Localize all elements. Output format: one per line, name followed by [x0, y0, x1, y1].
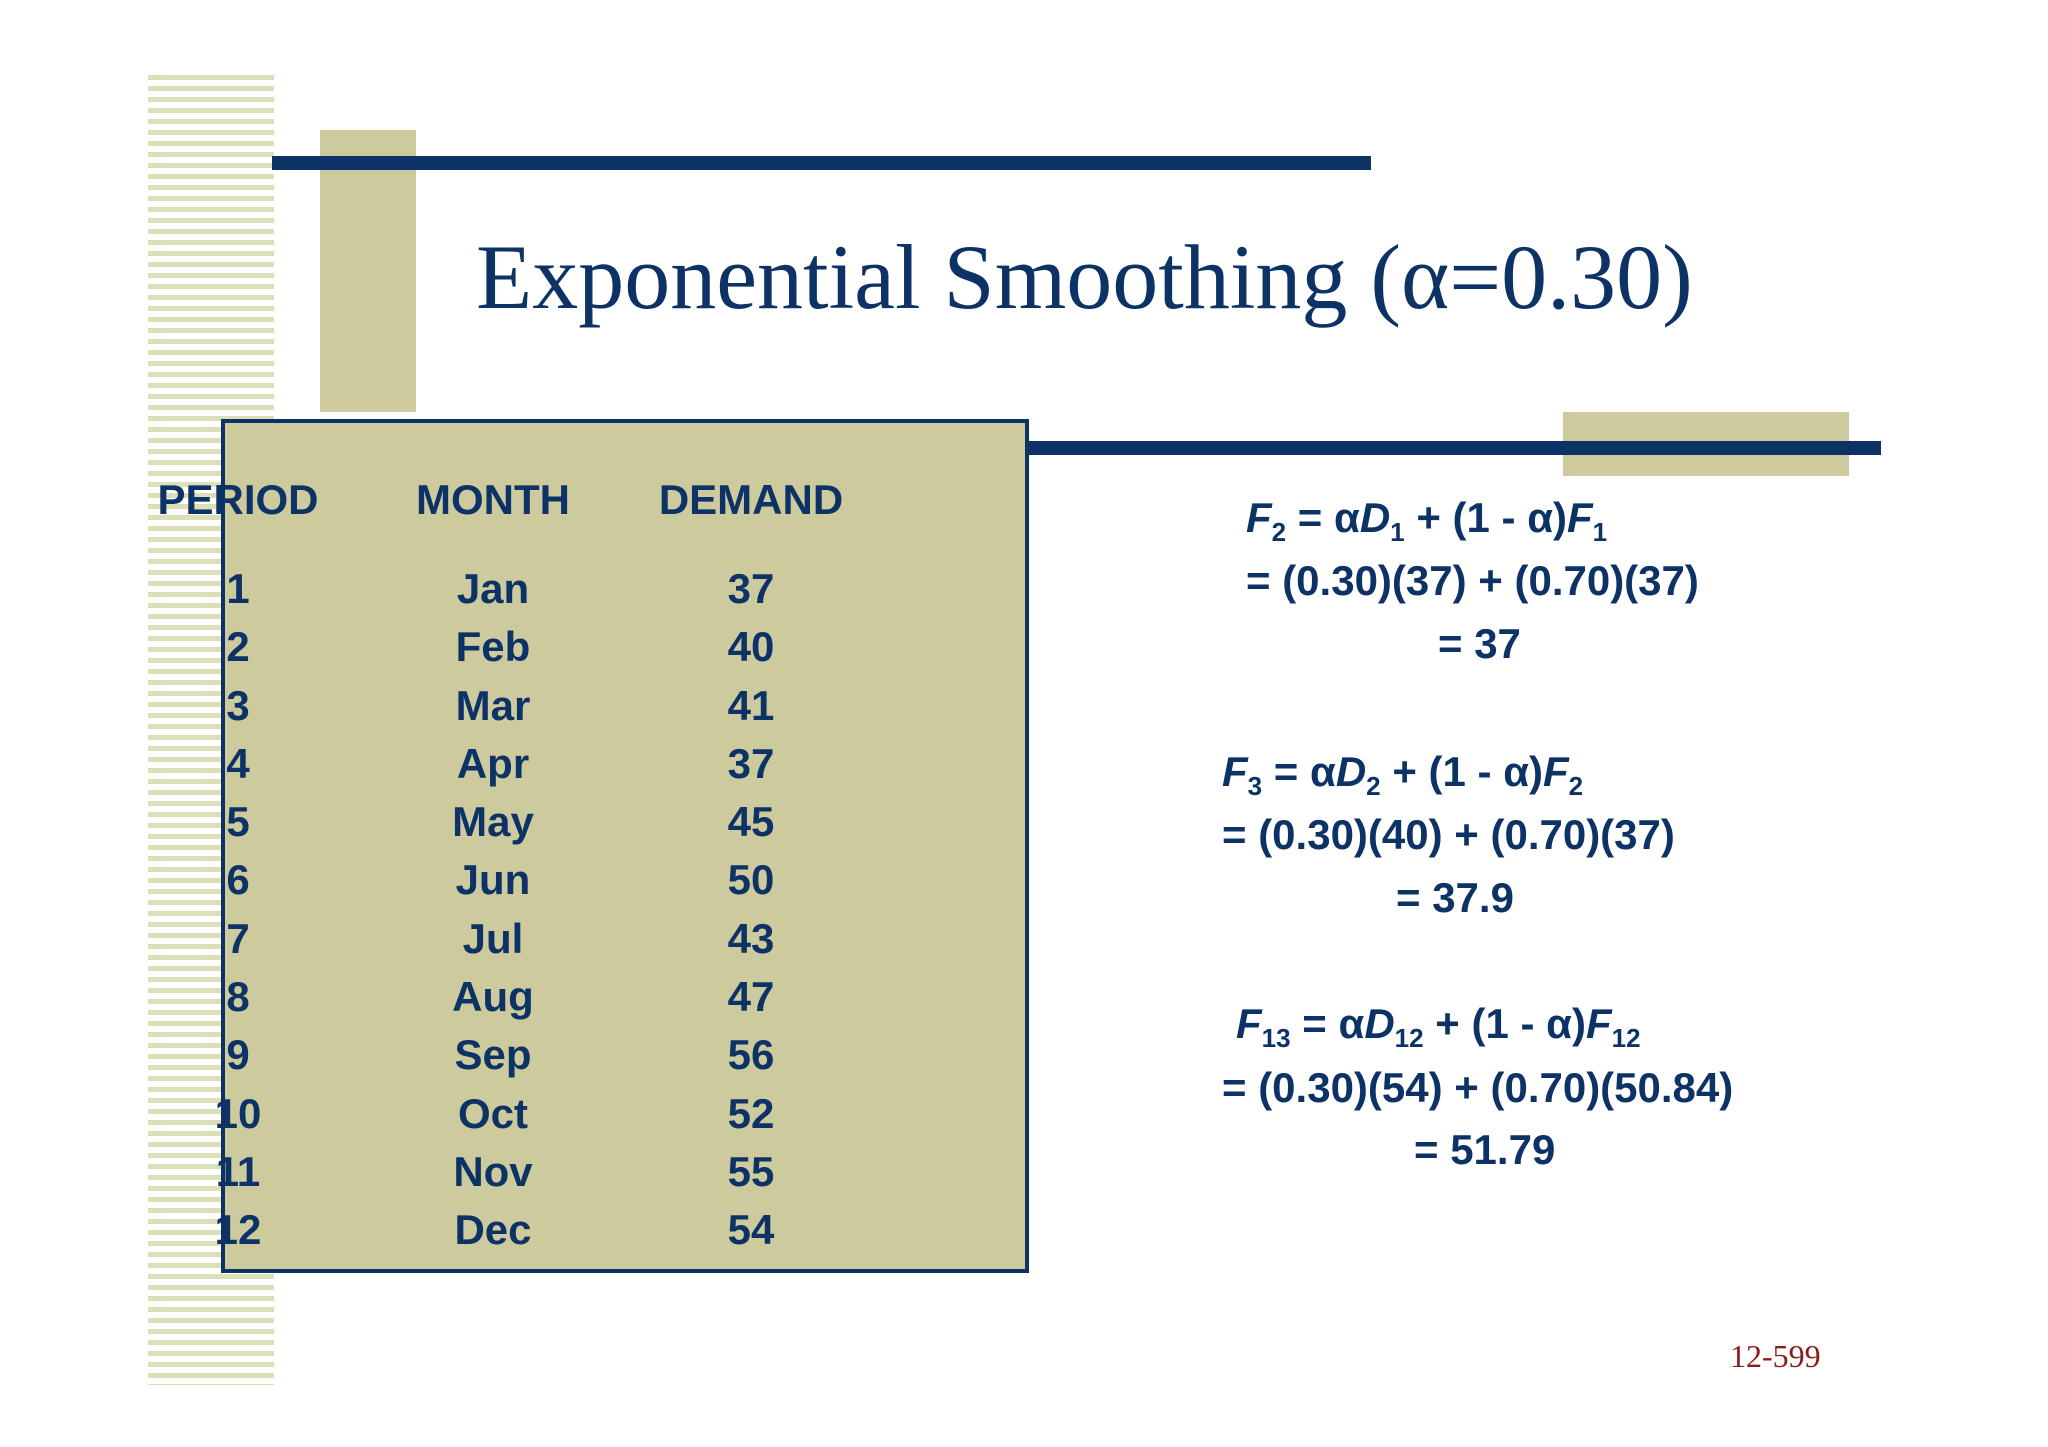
- equation-f2-substitution: = (0.30)(37) + (0.70)(37): [1246, 557, 1699, 604]
- demand-cell: 37: [727, 739, 775, 787]
- formula-symbol: F: [1567, 494, 1593, 541]
- demand-cell: 47: [727, 973, 775, 1021]
- period-cell: 8: [226, 973, 250, 1021]
- period-cell: 1: [226, 565, 250, 612]
- demand-cell: 37: [727, 565, 775, 612]
- month-cell: May: [452, 798, 534, 846]
- formula-symbol: D: [1359, 494, 1391, 541]
- formula-symbol: D: [1335, 748, 1367, 795]
- page-number: 12-599: [1730, 1338, 1821, 1374]
- formula-text: + (1 - α): [1423, 1000, 1586, 1047]
- month-cell: Jun: [455, 856, 531, 904]
- formula-symbol: F: [1236, 1000, 1262, 1047]
- formula-symbol: F: [1543, 748, 1569, 795]
- demand-table: [221, 419, 1029, 1273]
- column-header-month: MONTH: [416, 476, 570, 523]
- month-column: Jan Feb Mar Apr May Jun Jul Aug Sep Oct …: [383, 560, 603, 1260]
- formula-text: = α: [1262, 748, 1336, 795]
- formula-subscript: 2: [1271, 517, 1287, 548]
- formula-subscript: 2: [1366, 771, 1381, 802]
- demand-cell: 40: [727, 623, 775, 671]
- period-cell: 7: [226, 914, 250, 962]
- equation-f3-substitution: = (0.30)(40) + (0.70)(37): [1222, 811, 1675, 858]
- formula-subscript: 3: [1247, 771, 1263, 802]
- formula-subscript: 12: [1394, 1023, 1424, 1054]
- formula-text: + (1 - α): [1380, 748, 1543, 795]
- month-cell: Jul: [462, 914, 524, 962]
- formula-text: + (1 - α): [1404, 494, 1567, 541]
- equation-f2-formula: F2 = αD1 + (1 - α)F1: [1246, 494, 1607, 545]
- month-cell: Oct: [457, 1089, 528, 1137]
- period-cell: 12: [214, 1206, 262, 1254]
- formula-text: = α: [1290, 1000, 1365, 1047]
- formula-subscript: 2: [1568, 771, 1584, 802]
- formula-subscript: 1: [1390, 517, 1405, 548]
- formula-symbol: F: [1222, 748, 1248, 795]
- period-cell: 9: [226, 1031, 250, 1079]
- equation-f13-substitution: = (0.30)(54) + (0.70)(50.84): [1222, 1064, 1734, 1111]
- period-cell: 10: [214, 1089, 262, 1137]
- period-cell: 5: [226, 798, 250, 846]
- month-cell: Nov: [453, 1147, 533, 1195]
- equation-f13-result: = 51.79: [1414, 1126, 1556, 1173]
- formula-subscript: 1: [1592, 517, 1608, 548]
- month-cell: Sep: [454, 1031, 532, 1079]
- demand-cell: 41: [727, 681, 775, 729]
- month-cell: Aug: [452, 973, 534, 1021]
- period-cell: 11: [215, 1147, 261, 1195]
- formula-subscript: 13: [1261, 1023, 1291, 1054]
- month-cell: Feb: [455, 623, 531, 671]
- formula-symbol: D: [1364, 1000, 1395, 1047]
- formula-subscript: 12: [1611, 1023, 1641, 1054]
- period-column: 1 2 3 4 5 6 7 8 9 10 11 12: [128, 560, 348, 1260]
- period-cell: 3: [226, 681, 250, 729]
- demand-cell: 52: [727, 1089, 775, 1137]
- equation-f3-result: = 37.9: [1396, 874, 1514, 921]
- demand-cell: 50: [727, 856, 775, 904]
- period-cell: 2: [226, 623, 250, 671]
- demand-cell: 43: [727, 914, 775, 962]
- demand-cell: 45: [727, 798, 775, 846]
- demand-cell: 54: [727, 1206, 775, 1254]
- column-header-demand: DEMAND: [658, 476, 844, 523]
- month-cell: Jan: [456, 565, 530, 612]
- equation-f2-result: = 37: [1438, 620, 1521, 667]
- slide-title: Exponential Smoothing (α=0.30): [476, 226, 1693, 328]
- title-rule-top: [272, 156, 1371, 170]
- formula-symbol: F: [1246, 494, 1272, 541]
- month-cell: Mar: [455, 681, 531, 729]
- demand-cell: 56: [727, 1031, 775, 1079]
- decorative-block-top: [320, 130, 416, 412]
- equation-f13-formula: F13 = αD12 + (1 - α)F12: [1236, 1000, 1641, 1051]
- demand-cell: 55: [727, 1147, 775, 1195]
- formula-symbol: F: [1585, 1000, 1612, 1047]
- divider-rule-right: [1029, 441, 1881, 455]
- demand-column: 37 40 41 37 45 50 43 47 56 52 55 54: [641, 560, 861, 1260]
- month-cell: Apr: [456, 739, 530, 787]
- period-cell: 4: [226, 739, 250, 787]
- formula-text: = α: [1286, 494, 1360, 541]
- month-cell: Dec: [454, 1206, 532, 1254]
- equation-f3-formula: F3 = αD2 + (1 - α)F2: [1222, 748, 1583, 799]
- column-header-period: PERIOD: [157, 476, 319, 523]
- period-cell: 6: [226, 856, 250, 904]
